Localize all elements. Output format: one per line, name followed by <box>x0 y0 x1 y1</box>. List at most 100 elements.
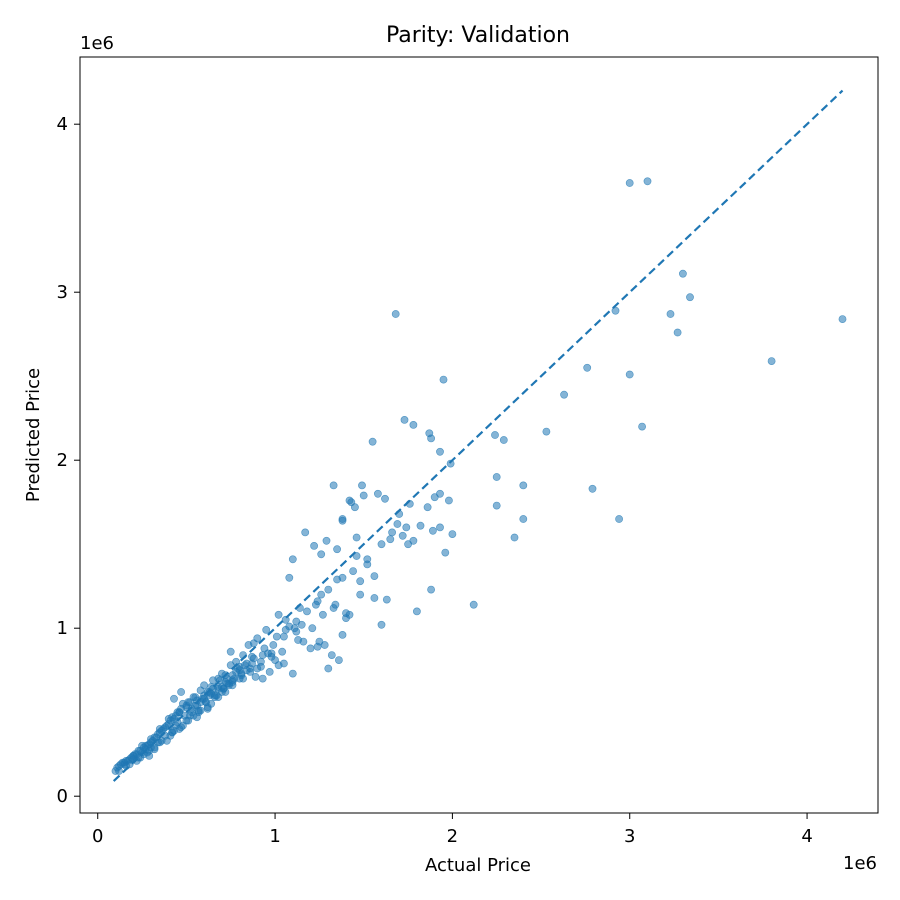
data-point <box>377 620 386 629</box>
data-point <box>170 726 178 735</box>
data-point <box>226 661 235 670</box>
data-point <box>281 615 290 624</box>
x-tick-label: 1 <box>269 826 280 847</box>
data-point <box>334 656 343 664</box>
data-point <box>189 711 198 720</box>
data-point <box>145 752 154 760</box>
data-point <box>162 736 171 745</box>
data-point <box>308 624 317 633</box>
data-point <box>155 738 164 747</box>
data-point <box>510 533 519 542</box>
data-point <box>317 550 326 559</box>
data-point <box>184 716 193 725</box>
data-point <box>203 704 212 713</box>
data-point <box>155 725 164 733</box>
data-point <box>170 694 178 703</box>
data-point <box>393 520 402 528</box>
data-point <box>331 600 340 609</box>
data-point <box>194 706 203 715</box>
data-point <box>342 614 350 622</box>
data-point <box>115 767 123 775</box>
data-point <box>391 310 400 318</box>
data-point <box>299 637 308 646</box>
data-point <box>583 363 592 372</box>
data-point <box>324 585 333 594</box>
data-point <box>436 489 444 498</box>
y-axis-ticks: 0 1 2 3 4 <box>57 114 80 807</box>
data-point <box>377 540 386 549</box>
data-point <box>625 179 634 187</box>
data-point <box>317 590 326 599</box>
data-point <box>209 676 217 685</box>
data-point <box>448 530 457 538</box>
data-point <box>388 528 396 537</box>
data-point <box>228 678 237 686</box>
data-point <box>370 594 379 602</box>
data-point <box>643 177 652 186</box>
data-point <box>666 310 675 318</box>
data-point <box>441 548 450 557</box>
data-point <box>338 631 347 639</box>
data-point <box>350 503 359 512</box>
data-point <box>292 627 301 636</box>
data-point <box>373 489 382 498</box>
chart-title: Parity: Validation <box>386 23 570 48</box>
data-point <box>400 415 409 424</box>
data-point <box>324 664 333 673</box>
data-point <box>686 293 694 302</box>
data-point <box>446 459 455 468</box>
data-point <box>436 447 444 456</box>
data-point <box>492 473 501 481</box>
data-point <box>173 708 182 717</box>
data-point <box>177 723 185 732</box>
x-axis-label: Actual Price <box>425 855 531 876</box>
data-point <box>265 668 274 676</box>
data-point <box>301 528 310 537</box>
data-point <box>352 533 361 542</box>
x-tick-label: 0 <box>92 826 103 847</box>
data-point <box>679 269 687 278</box>
data-point <box>469 600 478 609</box>
data-point <box>329 481 338 490</box>
data-point <box>345 496 354 505</box>
data-point <box>182 701 191 710</box>
data-point <box>519 515 528 523</box>
data-point <box>258 651 267 659</box>
data-point <box>492 501 501 510</box>
data-point <box>201 698 210 706</box>
plot-frame <box>79 56 879 814</box>
x-tick-label: 2 <box>447 826 458 847</box>
data-point <box>303 607 311 616</box>
data-point <box>281 626 290 634</box>
data-point <box>499 436 508 444</box>
y-tick-label: 4 <box>57 114 68 135</box>
data-point <box>370 572 379 580</box>
y-tick-label: 2 <box>57 450 68 471</box>
data-point <box>327 651 336 659</box>
y-tick-label: 0 <box>57 786 68 807</box>
data-point <box>412 607 421 616</box>
data-point <box>272 632 281 641</box>
data-point <box>416 521 425 530</box>
data-point <box>248 659 256 668</box>
data-point <box>244 641 253 649</box>
data-point <box>253 664 262 673</box>
data-point <box>237 669 246 678</box>
data-point <box>673 328 682 337</box>
data-point <box>398 531 407 540</box>
data-point <box>200 681 208 690</box>
data-point <box>560 390 568 399</box>
data-point <box>269 641 278 649</box>
data-point <box>439 375 448 384</box>
data-point <box>427 585 435 594</box>
data-point <box>428 526 437 535</box>
data-point <box>141 741 150 750</box>
data-point <box>338 516 347 525</box>
x-axis-ticks: 0 1 2 3 4 <box>92 813 813 847</box>
data-point <box>177 688 185 696</box>
data-point <box>288 669 297 678</box>
data-point <box>322 536 331 545</box>
data-point <box>444 496 453 505</box>
data-point <box>386 535 395 544</box>
